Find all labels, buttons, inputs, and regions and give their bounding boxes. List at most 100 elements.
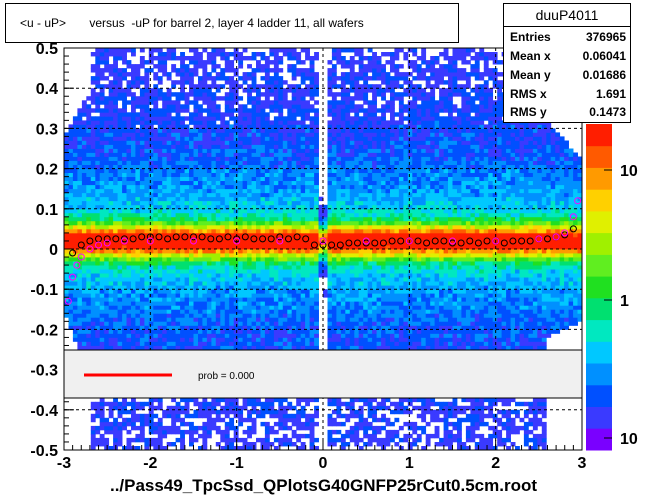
heatmap-cell [314, 337, 319, 342]
heatmap-cell [224, 405, 230, 411]
heatmap-cell [238, 176, 244, 182]
heatmap-cell [264, 92, 270, 97]
heatmap-cell [126, 140, 132, 145]
heatmap-cell [282, 168, 288, 174]
heatmap-cell [135, 116, 141, 121]
heatmap-cell [215, 128, 221, 133]
heatmap-cell [224, 413, 230, 419]
heatmap-cell [72, 232, 78, 238]
heatmap-cell [175, 128, 181, 133]
heatmap-cell [131, 72, 136, 77]
heatmap-cell [242, 200, 248, 206]
heatmap-cell [144, 333, 150, 338]
heatmap-cell [117, 152, 123, 157]
heatmap-cell [211, 341, 217, 346]
heatmap-cell [175, 92, 181, 97]
heatmap-cell [131, 325, 136, 330]
heatmap-cell [220, 168, 226, 174]
heatmap-cell [278, 309, 284, 314]
heatmap-cell [233, 208, 239, 214]
heatmap-cell [171, 128, 177, 133]
heatmap-cell [95, 216, 101, 222]
heatmap-cell [291, 72, 297, 77]
heatmap-cell [229, 128, 235, 133]
heatmap-cell [215, 204, 221, 210]
heatmap-cell [264, 88, 270, 93]
heatmap-cell [287, 136, 293, 141]
heatmap-cell [77, 124, 83, 129]
heatmap-cell [247, 433, 252, 439]
heatmap-cell [180, 253, 185, 258]
heatmap-cell [81, 249, 87, 254]
heatmap-cell [224, 401, 230, 407]
heatmap-cell [220, 128, 226, 133]
heatmap-cell [229, 232, 235, 238]
heatmap-cell [206, 96, 212, 101]
heatmap-cell [144, 104, 150, 109]
heatmap-cell [211, 329, 217, 334]
heatmap-cell [139, 269, 145, 274]
heatmap-cell [139, 128, 145, 133]
heatmap-cell [282, 325, 288, 330]
heatmap-cell [211, 305, 217, 310]
heatmap-cell [211, 144, 217, 149]
heatmap-cell [224, 269, 230, 274]
heatmap-cell [131, 68, 136, 73]
heatmap-cell [273, 120, 279, 125]
heatmap-cell [157, 52, 163, 57]
heatmap-cell [64, 184, 69, 190]
heatmap-cell [238, 269, 244, 274]
heatmap-cell [238, 249, 244, 254]
heatmap-cell [104, 168, 110, 174]
heatmap-cell [144, 413, 150, 419]
heatmap-cell [166, 92, 172, 97]
heatmap-cell [135, 405, 141, 411]
heatmap-cell [282, 257, 288, 262]
heatmap-cell [309, 309, 315, 314]
heatmap-cell [238, 417, 244, 423]
heatmap-cell [314, 116, 319, 121]
heatmap-cell [180, 200, 185, 206]
heatmap-cell [256, 289, 261, 294]
heatmap-cell [157, 136, 163, 141]
heatmap-cell [122, 140, 127, 145]
heatmap-cell [135, 120, 141, 125]
heatmap-cell [206, 152, 212, 157]
heatmap-cell [260, 345, 266, 350]
heatmap-cell [291, 421, 297, 427]
heatmap-cell [175, 269, 181, 274]
heatmap-cell [72, 216, 78, 222]
heatmap-cell [224, 104, 230, 109]
heatmap-cell [229, 345, 235, 350]
heatmap-cell [113, 204, 118, 210]
heatmap-cell [108, 140, 114, 145]
heatmap-cell [77, 152, 83, 157]
heatmap-cell [269, 297, 275, 302]
heatmap-cell [233, 144, 239, 149]
heatmap-cell [193, 184, 199, 190]
heatmap-cell [291, 417, 297, 423]
heatmap-cell [247, 425, 252, 431]
heatmap-cell [309, 88, 315, 93]
heatmap-cell [104, 116, 110, 121]
heatmap-cell [264, 333, 270, 338]
heatmap-cell [300, 168, 306, 174]
heatmap-cell [166, 273, 172, 278]
heatmap-cell [202, 265, 208, 270]
heatmap-cell [162, 168, 168, 174]
heatmap-cell [318, 224, 324, 230]
heatmap-cell [309, 132, 315, 137]
heatmap-cell [278, 148, 284, 153]
heatmap-cell [104, 232, 110, 238]
heatmap-cell [215, 417, 221, 423]
heatmap-cell [81, 172, 87, 178]
heatmap-cell [256, 132, 261, 137]
heatmap-cell [117, 140, 123, 145]
heatmap-cell [171, 442, 177, 447]
heatmap-cell [99, 120, 105, 125]
heatmap-cell [309, 301, 315, 306]
heatmap-cell [162, 136, 168, 141]
heatmap-cell [211, 293, 217, 298]
heatmap-cell [135, 84, 141, 89]
heatmap-cell [108, 429, 114, 435]
